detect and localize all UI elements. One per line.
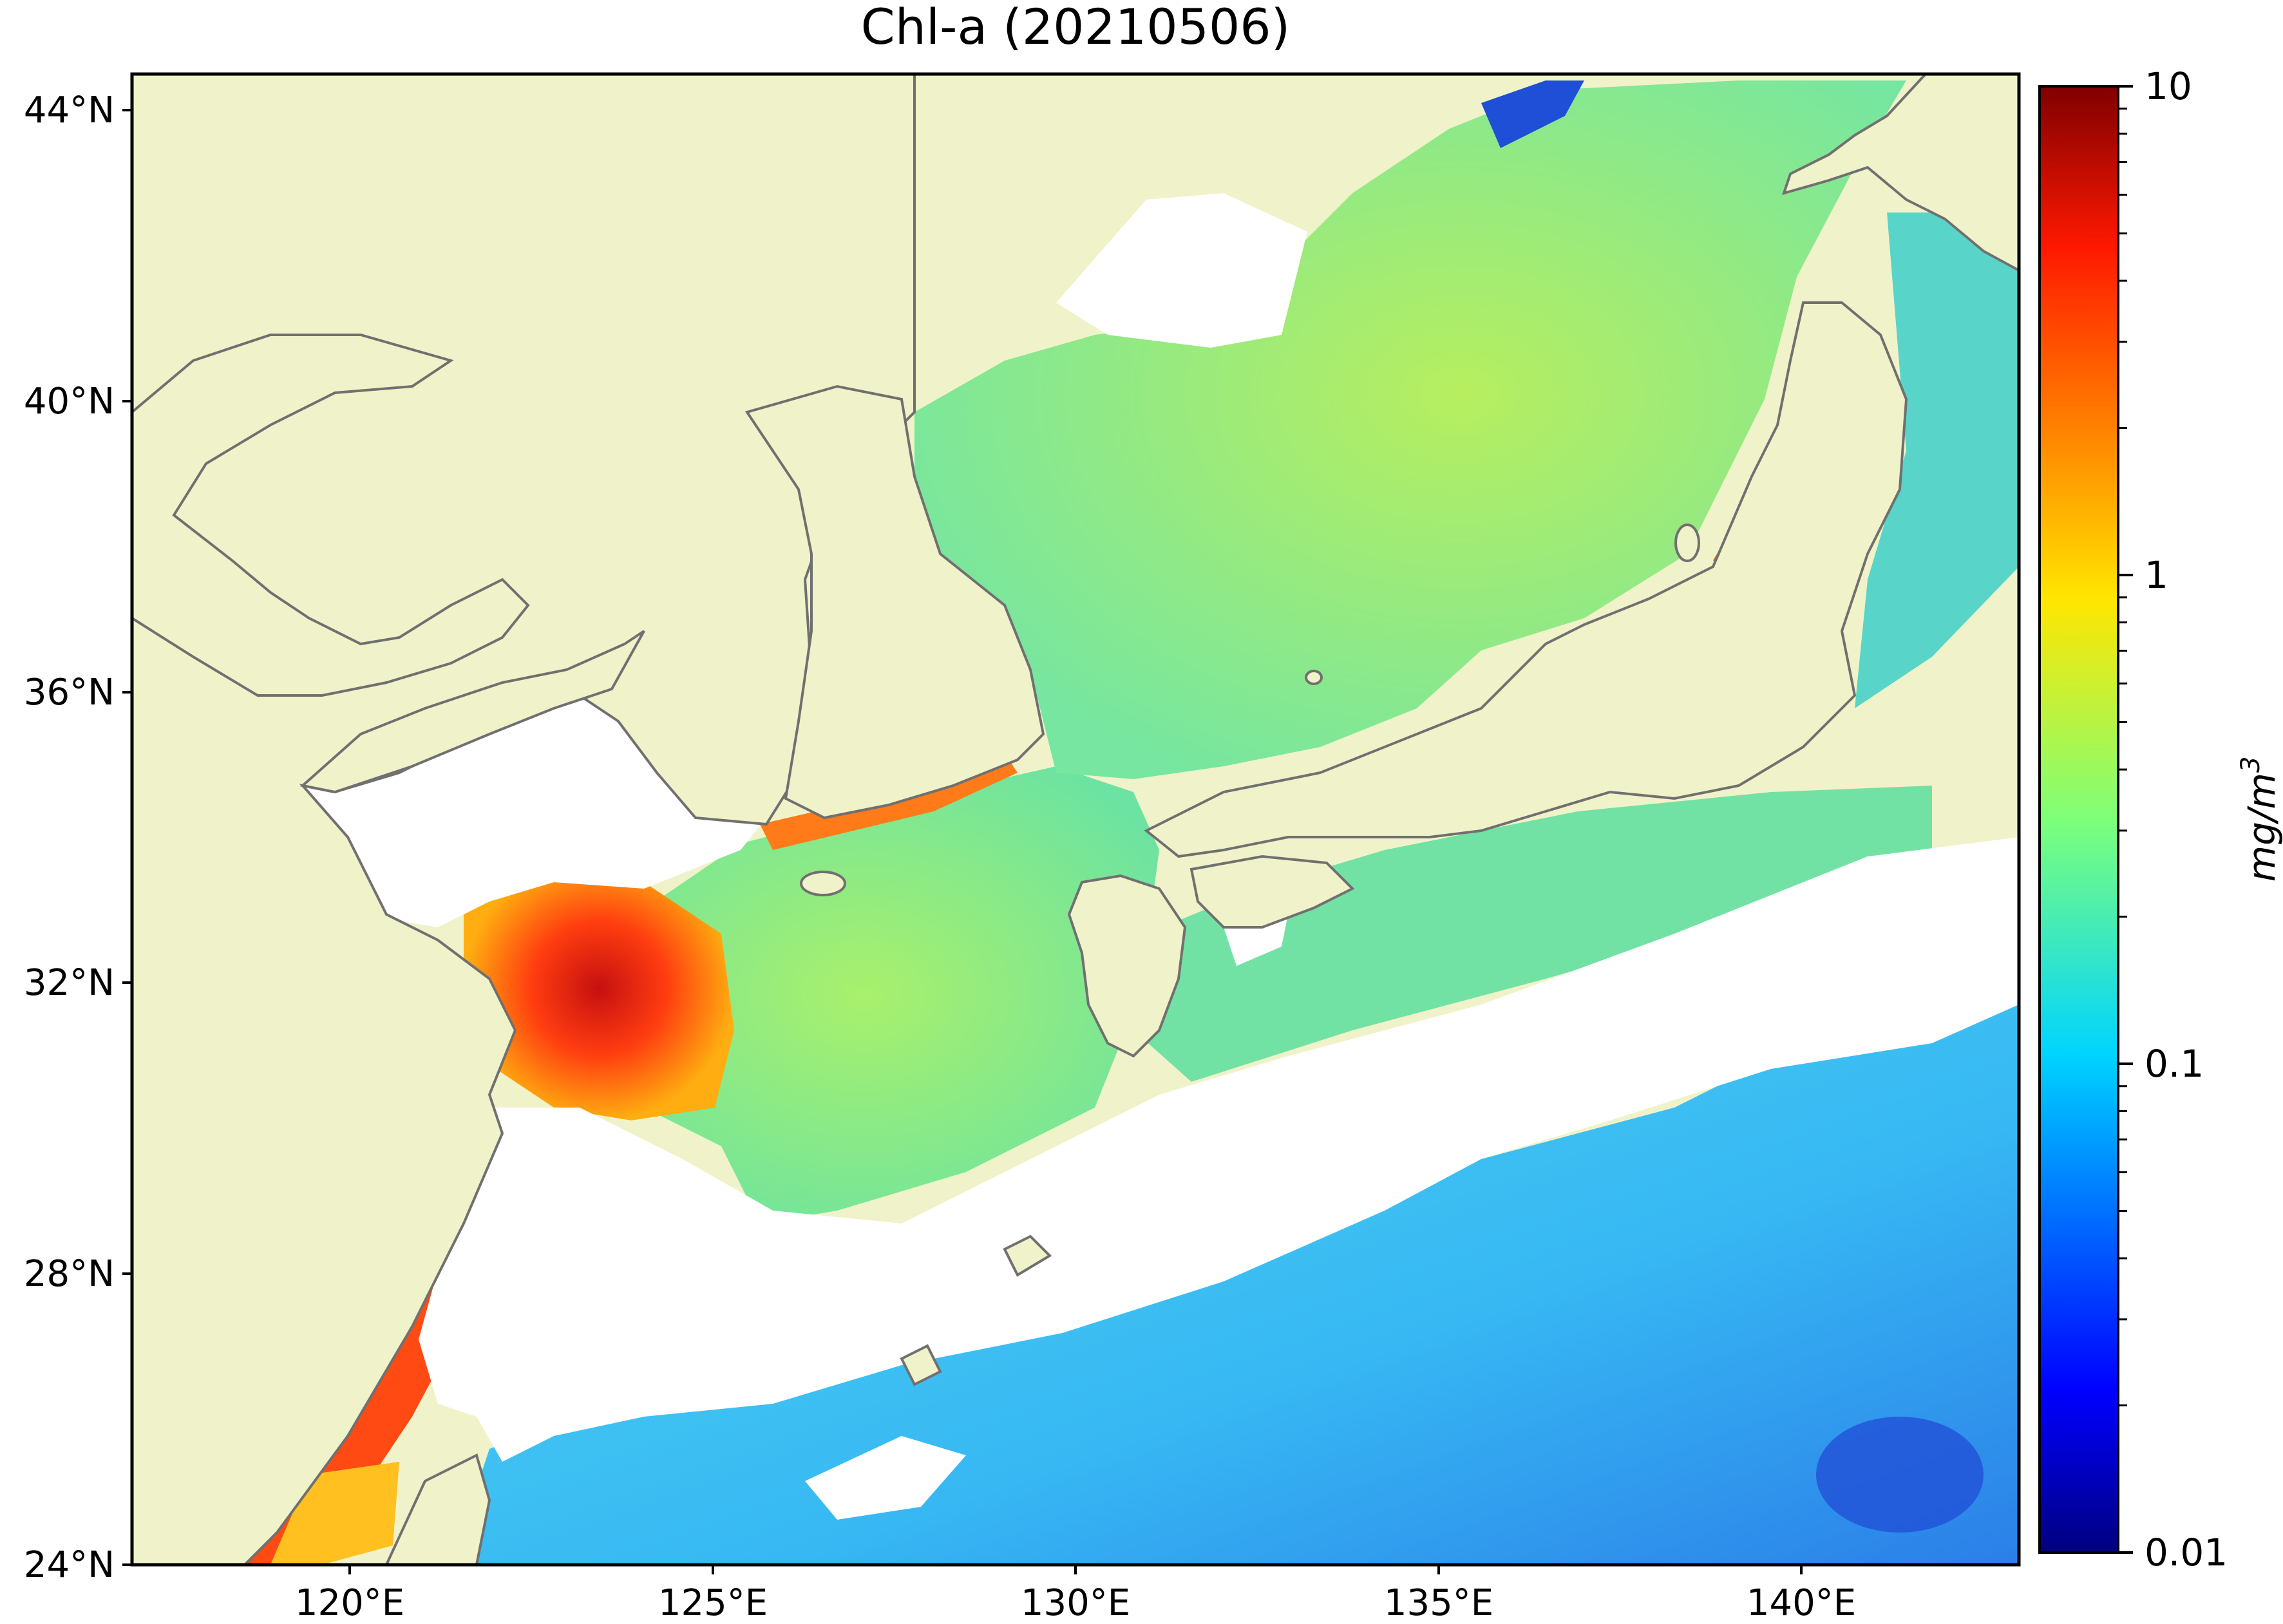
lat-label-44: 44°N <box>24 90 115 131</box>
lat-label-40: 40°N <box>24 381 115 422</box>
pacific-northeast <box>1855 212 2019 708</box>
yangtze-plume <box>464 856 734 1120</box>
low-chl-coast-north <box>1481 80 1584 148</box>
sado-island <box>1674 524 1700 562</box>
south-japan-waters <box>1133 786 1932 1082</box>
shandong-peninsula <box>299 630 645 794</box>
colorbar-label-10: 10 <box>2145 64 2192 108</box>
cloud-pacific-patch <box>805 1436 966 1520</box>
east-china-sea <box>567 766 1159 1223</box>
map-title: Chl-a (20210506) <box>861 0 1291 55</box>
korean-peninsula <box>744 384 1045 820</box>
colorbar-label-0.1: 0.1 <box>2145 1042 2204 1086</box>
colorbar-gradient <box>2040 86 2118 1553</box>
lat-label-36: 36°N <box>24 672 115 713</box>
cloud-east-china-sea <box>419 837 2019 1462</box>
cloud-north-korea-bay <box>1056 193 1307 348</box>
ryukyu-islands <box>1003 1234 1052 1277</box>
low-chl-patch <box>1816 1417 1984 1533</box>
colorbar-frame <box>2038 85 2119 1554</box>
lon-label-125: 125°E <box>658 1582 768 1624</box>
liaodong-coast <box>132 334 530 697</box>
shikoku <box>1189 854 1355 929</box>
honshu <box>1144 301 1908 858</box>
colorbar-label-1: 1 <box>2145 553 2168 597</box>
sea-of-japan <box>914 80 1906 779</box>
lon-label-140: 140°E <box>1747 1582 1856 1624</box>
pacific-ocean <box>451 1005 2019 1565</box>
hokkaido <box>1781 74 2019 272</box>
lat-label-28: 28°N <box>24 1253 115 1295</box>
lat-label-32: 32°N <box>24 962 115 1004</box>
colorbar: 10 1 0.1 0.01 mg/m3 <box>2038 64 2283 1574</box>
kyushu <box>1067 874 1187 1058</box>
colorbar-unit-label: mg/m3 <box>2236 757 2283 882</box>
colorbar-label-0.01: 0.01 <box>2145 1531 2228 1574</box>
lon-label-135: 135°E <box>1384 1582 1493 1624</box>
jeju-island <box>800 871 846 896</box>
taiwan <box>384 1453 491 1565</box>
okinawa-island <box>900 1344 942 1386</box>
lon-label-120: 120°E <box>295 1582 404 1624</box>
lon-axis: 120°E 125°E 130°E 135°E 140°E <box>295 1565 1856 1624</box>
coastal-plume-south-2 <box>270 1462 399 1565</box>
map-area <box>132 74 2019 1565</box>
colorbar-minor-ticks <box>2118 108 2127 1407</box>
oki-island <box>1305 670 1323 685</box>
lat-axis: 44°N 40°N 36°N 32°N 28°N 24°N <box>24 90 132 1586</box>
lon-label-130: 130°E <box>1021 1582 1130 1624</box>
lat-label-24: 24°N <box>24 1544 115 1586</box>
